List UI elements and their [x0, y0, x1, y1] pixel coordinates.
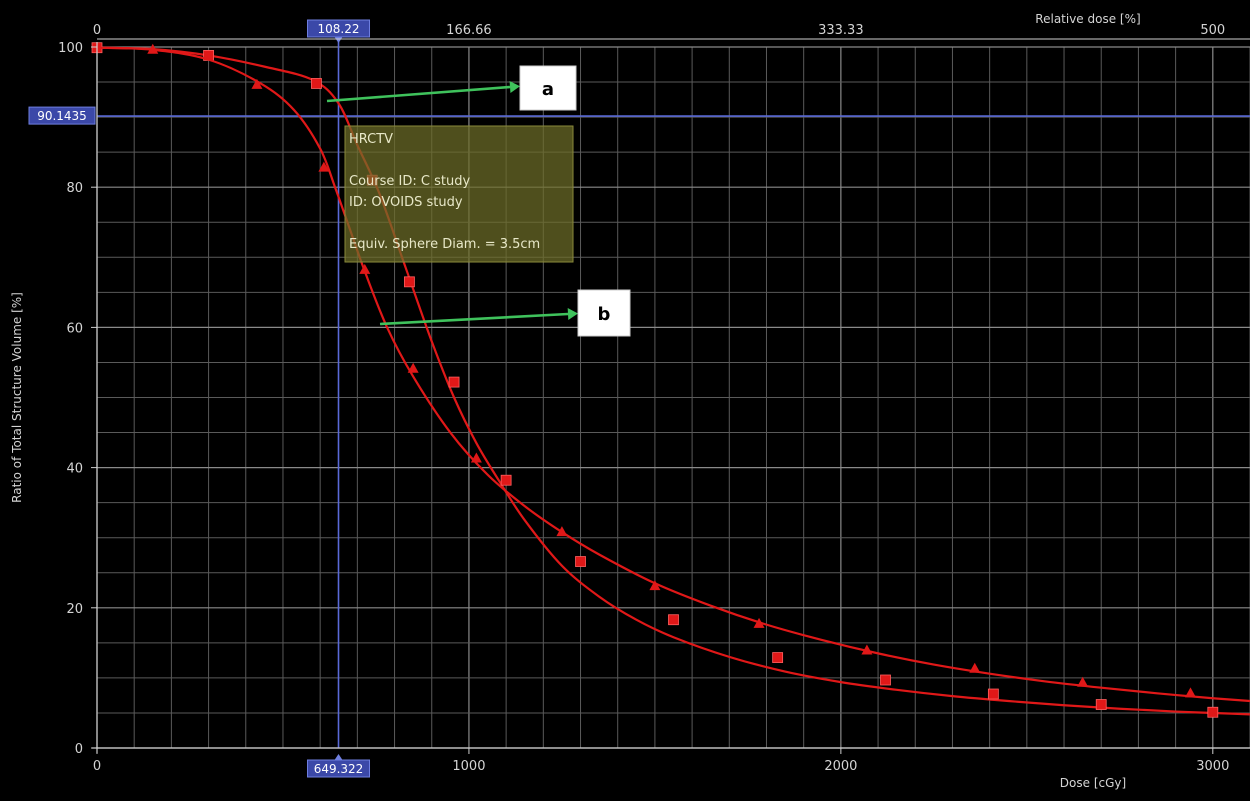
cursor-top-pointer	[334, 37, 343, 43]
x-axis-title: Dose [cGy]	[1060, 776, 1126, 790]
x-tick-label: 1000	[452, 759, 485, 774]
tooltip-line: ID: OVOIDS study	[349, 195, 463, 210]
triangle-marker	[318, 161, 330, 172]
triangle-marker	[1077, 676, 1089, 687]
top-tick-label: 333.33	[818, 23, 864, 38]
square-marker	[404, 276, 415, 288]
triangle-marker	[753, 617, 765, 628]
y-tick-label: 40	[66, 462, 83, 477]
square-marker	[500, 474, 512, 486]
tooltip-line: Course ID: C study	[349, 174, 470, 189]
cursor-x-label: 649.322	[307, 759, 371, 778]
x-tick-label: 2000	[824, 759, 857, 774]
tooltip-box	[344, 125, 574, 263]
triangle-marker	[649, 580, 661, 591]
cursor-y-label: 90.1435	[28, 106, 96, 125]
cursor-y-label-text: 90.1435	[37, 109, 87, 123]
cursor-layer: 108.22 649.322 90.1435	[28, 19, 1250, 778]
callout-layer: ab	[326, 65, 631, 337]
triangle-marker	[556, 526, 568, 537]
x-tick-label: 3000	[1196, 759, 1229, 774]
square-marker	[668, 614, 679, 626]
cursor-x-label-text: 649.322	[314, 762, 364, 776]
dvh-curve-triangle[interactable]	[96, 46, 1250, 703]
tooltip-line: HRCTV	[349, 132, 393, 147]
dvh-curve-square[interactable]	[96, 46, 1250, 716]
triangle-marker	[1184, 687, 1196, 698]
cursor-top-label-text: 108.22	[318, 22, 360, 36]
series-layer	[91, 42, 1250, 718]
triangle-marker	[969, 662, 981, 673]
y-tick-label: 0	[75, 742, 83, 757]
grid-layer	[96, 46, 1250, 749]
y-tick-label: 100	[58, 41, 83, 56]
square-marker	[448, 376, 460, 388]
triangle-marker	[470, 452, 482, 463]
y-axis-title: Ratio of Total Structure Volume [%]	[10, 292, 24, 503]
triangle-marker	[147, 43, 159, 54]
cursor-top-label: 108.22	[307, 19, 371, 38]
triangle-marker	[359, 263, 371, 274]
square-marker	[1207, 706, 1219, 718]
callout-label: a	[542, 79, 554, 100]
square-marker	[987, 688, 999, 700]
callout-box	[519, 65, 577, 111]
cursor-y-label-box	[28, 106, 96, 125]
callout-label: b	[598, 304, 611, 325]
x-tick-label: 0	[93, 759, 101, 774]
callout-arrow-line	[379, 312, 569, 326]
square-marker	[772, 652, 784, 663]
triangle-marker	[251, 78, 263, 89]
top-tick-label: 166.66	[446, 23, 492, 38]
callout-arrow-line	[326, 85, 511, 103]
top-axis-title: Relative dose [%]	[1035, 12, 1140, 26]
top-tick-label: 500	[1200, 23, 1225, 38]
cursor-bottom-pointer	[334, 754, 343, 760]
callout-box	[577, 289, 631, 337]
callout-arrow-head	[567, 308, 578, 320]
square-marker	[1095, 699, 1107, 710]
square-marker	[880, 674, 891, 686]
triangle-marker	[407, 362, 419, 373]
tooltip-line: Equiv. Sphere Diam. = 3.5cm	[349, 237, 540, 252]
triangle-marker	[861, 644, 873, 655]
tooltip-layer: HRCTV Course ID: C study ID: OVOIDS study…	[344, 125, 574, 263]
y-tick-label: 20	[66, 602, 83, 617]
callout-b: b	[379, 289, 631, 337]
y-tick-label: 80	[66, 181, 83, 196]
structure-tooltip: HRCTV Course ID: C study ID: OVOIDS study…	[344, 125, 574, 263]
callout-arrow-head	[509, 81, 520, 93]
square-marker	[311, 78, 322, 89]
callout-a: a	[326, 65, 577, 111]
y-tick-label: 60	[66, 321, 83, 336]
top-tick-label: 0	[93, 23, 101, 38]
square-marker	[575, 556, 586, 567]
